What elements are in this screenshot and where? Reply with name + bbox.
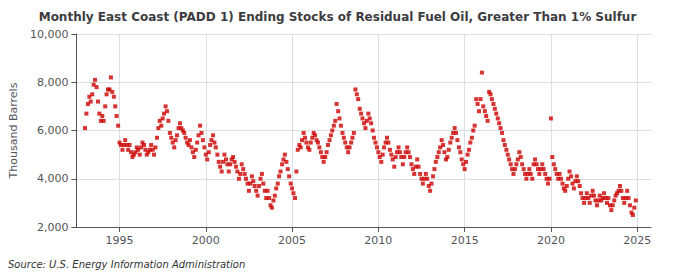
svg-text:2025: 2025 <box>623 234 651 247</box>
svg-text:2,000: 2,000 <box>37 221 69 234</box>
svg-text:Thousand Barrels: Thousand Barrels <box>7 82 20 179</box>
svg-text:2005: 2005 <box>278 234 306 247</box>
svg-text:2020: 2020 <box>537 234 565 247</box>
svg-text:1995: 1995 <box>106 234 134 247</box>
svg-text:2010: 2010 <box>364 234 392 247</box>
svg-text:2000: 2000 <box>192 234 220 247</box>
svg-text:10,000: 10,000 <box>30 28 69 41</box>
svg-text:Monthly East Coast (PADD 1) En: Monthly East Coast (PADD 1) Ending Stock… <box>39 10 637 24</box>
svg-text:2015: 2015 <box>451 234 479 247</box>
svg-text:4,000: 4,000 <box>37 172 69 185</box>
svg-text:8,000: 8,000 <box>37 76 69 89</box>
svg-text:Source: U.S. Energy Informatio: Source: U.S. Energy Information Administ… <box>8 259 245 270</box>
svg-text:6,000: 6,000 <box>37 124 69 137</box>
